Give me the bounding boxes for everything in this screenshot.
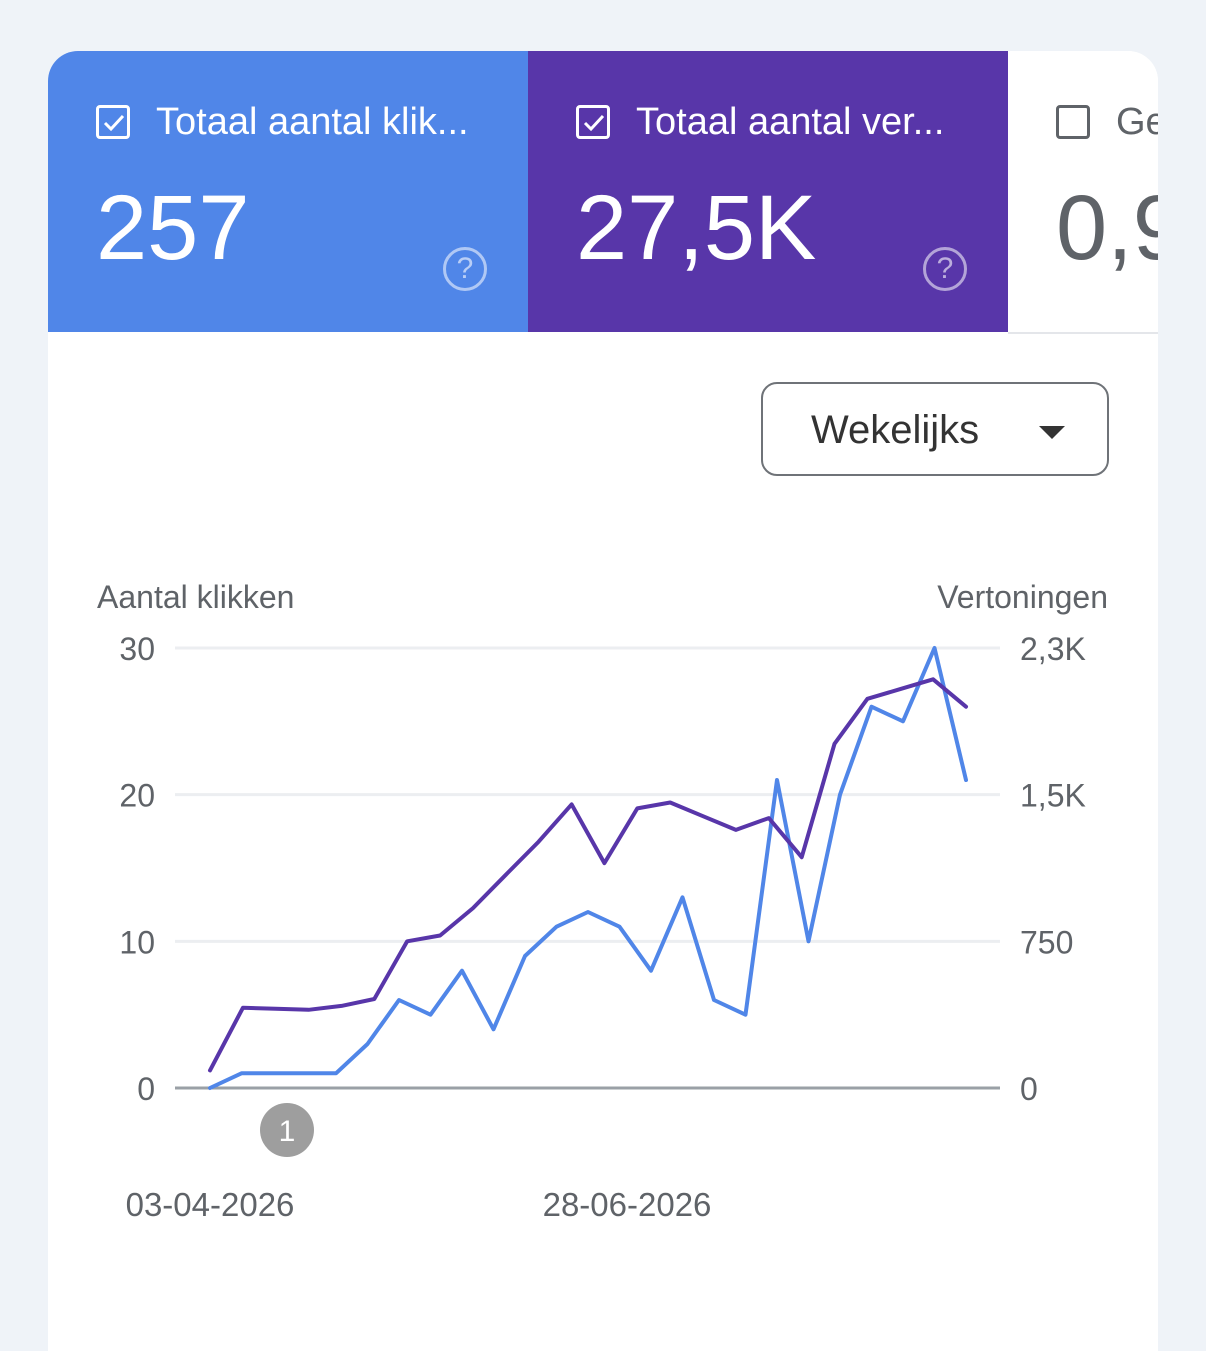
dropdown-label: Wekelijks [811,408,980,452]
right-tick-label: 750 [1020,924,1073,960]
metric-value: 27,5K [576,177,817,279]
annotation-marker[interactable]: 1 [260,1103,314,1157]
help-icon[interactable]: ? [443,247,487,291]
metric-tile-ctr[interactable]: Ge 0,9 [1008,51,1158,334]
granularity-dropdown[interactable]: Wekelijks [761,382,1109,476]
checkbox-impressions[interactable] [576,105,610,139]
metric-label: Totaal aantal klik... [156,101,469,143]
right-axis-label: Vertoningen [937,579,1108,615]
right-tick-label: 2,3K [1020,631,1086,667]
caret-down-icon [1039,426,1065,439]
series-line-clicks [208,646,968,1090]
left-tick-label: 0 [137,1071,155,1107]
metric-value: 257 [96,177,250,279]
x-tick-label: 28-06-2026 [543,1186,712,1223]
metric-label: Ge [1116,101,1158,143]
right-tick-label: 1,5K [1020,778,1086,814]
left-tick-label: 30 [119,631,155,667]
line-chart: 0 0 10 750 20 1,5K 30 2,3K Aantal klikken Verto… [97,579,1108,1223]
metric-tile-impressions[interactable]: Totaal aantal ver... 27,5K ? [528,51,1008,332]
check-icon [583,114,605,132]
x-tick-label: 03-04-2026 [126,1186,295,1223]
left-tick-label: 10 [119,924,155,960]
right-tick-label: 0 [1020,1071,1038,1107]
checkbox-clicks[interactable] [96,105,130,139]
help-icon[interactable]: ? [923,247,967,291]
left-tick-label: 20 [119,778,155,814]
metric-value: 0,9 [1056,177,1158,279]
performance-card: Totaal aantal klik... 257 ? Totaal aanta… [48,51,1158,1351]
metric-label: Totaal aantal ver... [636,101,945,143]
checkbox-ctr[interactable] [1056,105,1090,139]
annotation-label: 1 [279,1115,296,1148]
metric-tile-clicks[interactable]: Totaal aantal klik... 257 ? [48,51,528,332]
check-icon [103,114,125,132]
left-axis-label: Aantal klikken [97,579,294,615]
series-line-impressions [208,677,968,1073]
